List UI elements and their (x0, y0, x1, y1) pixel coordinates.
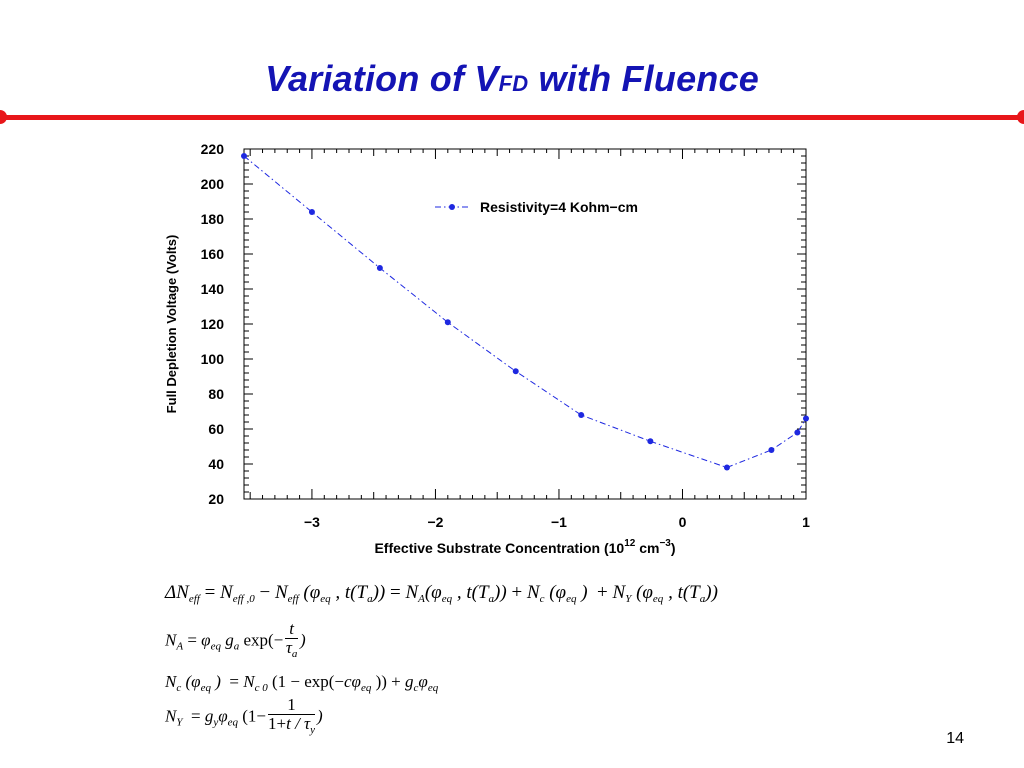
y-tick-label: 140 (201, 281, 225, 297)
data-point (794, 429, 801, 436)
slide-title: Variation of VFD with Fluence (0, 58, 1024, 100)
x-label-exp2: −3 (659, 538, 671, 549)
x-label-suffix: ) (671, 540, 676, 556)
equation-na: NA = φeq ga exp(− t τa) (165, 619, 306, 661)
data-point (647, 438, 654, 445)
title-divider-line (0, 115, 1024, 120)
y-tick-label: 120 (201, 316, 225, 332)
x-label-exp: 12 (624, 538, 636, 549)
page-number: 14 (946, 730, 964, 747)
divider-left-dot (0, 110, 7, 124)
y-tick-label: 100 (201, 351, 225, 367)
depletion-voltage-chart: 20 40 60 80 100 120 140 160 180 200 220 −3 −2 −1 0 1 R… (164, 141, 810, 556)
x-tick-label: 0 (679, 514, 687, 530)
divider-right-dot (1017, 110, 1024, 124)
y-axis-label: Full Depletion Voltage (Volts) (164, 235, 179, 414)
y-tick-label: 220 (201, 141, 225, 157)
eq3-lhs: N (165, 672, 177, 691)
y-tick-label: 40 (208, 456, 224, 472)
legend-marker (449, 204, 455, 210)
legend: Resistivity=4 Kohm−cm (435, 199, 638, 215)
data-point (803, 415, 809, 422)
x-label-prefix: Effective Substrate Concentration (10 (374, 540, 624, 556)
equation-ny: NY = gyφeq (1− 1 1+t / τy) (165, 695, 323, 737)
data-point (578, 412, 585, 418)
data-point (376, 265, 383, 271)
x-axis: −3 −2 −1 0 1 (249, 149, 810, 530)
x-tick-label: 1 (802, 514, 810, 530)
data-point (723, 464, 730, 471)
data-point (512, 368, 519, 375)
x-tick-label: −1 (551, 514, 567, 530)
data-point (241, 153, 247, 159)
data-point (444, 319, 451, 326)
x-tick-label: −2 (427, 514, 443, 530)
title-subscript: FD (498, 71, 529, 96)
eq1-lhs: ΔN (165, 582, 189, 603)
eq4-lhs: N (165, 706, 177, 726)
y-tick-label: 20 (208, 491, 224, 507)
y-tick-label: 60 (208, 421, 224, 437)
legend-label: Resistivity=4 Kohm−cm (480, 199, 638, 215)
y-axis: 20 40 60 80 100 120 140 160 180 200 220 (201, 141, 806, 507)
data-point (768, 447, 775, 453)
eq2-lhs: N (165, 630, 177, 650)
series-line (243, 155, 807, 469)
x-axis-label: Effective Substrate Concentration (1012 … (374, 538, 675, 556)
title-end: with Fluence (528, 58, 759, 99)
series-layer (241, 153, 809, 471)
title-main: Variation of V (265, 58, 499, 99)
y-tick-label: 80 (208, 386, 224, 402)
x-label-mid: cm (635, 540, 659, 556)
y-tick-label: 160 (201, 246, 225, 262)
data-point (308, 209, 315, 215)
x-tick-label: −3 (304, 514, 320, 530)
y-tick-label: 200 (201, 176, 225, 192)
y-tick-label: 180 (201, 211, 225, 227)
equation-delta-neff: ΔNeff = Neff ,0 − Neff (φeq , t(Ta)) = N… (165, 582, 718, 605)
equation-nc: Nc (φeq ) = Nc 0 (1 − exp(−cφeq )) + gcφ… (165, 672, 439, 694)
